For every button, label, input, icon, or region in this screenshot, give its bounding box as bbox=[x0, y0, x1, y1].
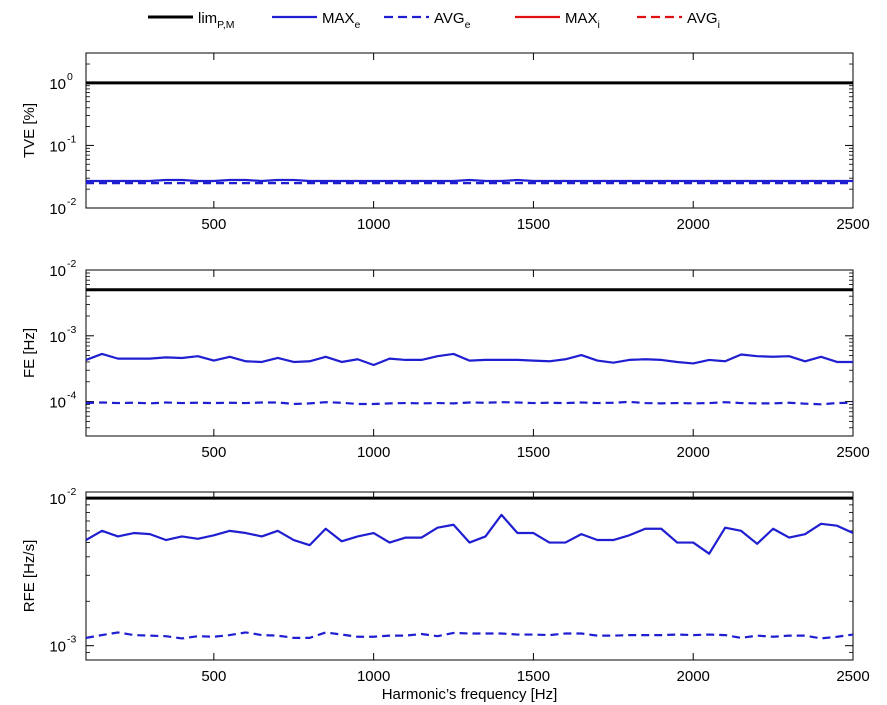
y-tick-label: 10 bbox=[49, 329, 66, 346]
legend-label-sub: e bbox=[355, 19, 361, 31]
y-tick-exponent: -4 bbox=[67, 390, 76, 402]
legend-label-base: AVG bbox=[687, 10, 718, 27]
legend-label-sub: P,M bbox=[217, 19, 234, 31]
y-tick-base: 10 bbox=[49, 329, 66, 346]
legend-label-base: lim bbox=[198, 10, 217, 27]
x-tick-label: 2500 bbox=[836, 216, 869, 233]
x-tick-label: 1500 bbox=[517, 444, 550, 461]
legend-label-base: MAX bbox=[322, 10, 355, 27]
x-tick-label: 500 bbox=[201, 444, 226, 461]
y-tick-base: 10 bbox=[49, 491, 66, 508]
legend-label-sub: e bbox=[465, 19, 471, 31]
legend-label-base: AVG bbox=[434, 10, 465, 27]
y-tick-label: 10 bbox=[49, 201, 66, 218]
y-tick-exponent: -1 bbox=[67, 133, 76, 145]
y-tick-label: 10 bbox=[49, 76, 66, 93]
legend-label: limP,M bbox=[198, 10, 235, 31]
series-group bbox=[86, 496, 853, 640]
x-tick-label: 1000 bbox=[357, 216, 390, 233]
y-tick-label: 10 bbox=[49, 395, 66, 412]
y-tick-exponent: -3 bbox=[67, 324, 76, 336]
legend-entry: MAXe bbox=[272, 10, 361, 31]
x-tick-label: 1000 bbox=[357, 668, 390, 685]
legend: limP,M MAXe AVGe MAXi AVGi bbox=[148, 10, 720, 31]
y-tick-exponent: -3 bbox=[67, 634, 76, 646]
x-tick-label: 1500 bbox=[517, 216, 550, 233]
y-tick-label: 10 bbox=[49, 263, 66, 280]
y-tick-label: 10 bbox=[49, 639, 66, 656]
legend-label: MAXe bbox=[322, 10, 361, 31]
legend-entry: AVGi bbox=[637, 10, 720, 31]
y-tick-base: 10 bbox=[49, 76, 66, 93]
y-axis-label: RFE [Hz/s] bbox=[21, 540, 38, 613]
legend-label: MAXi bbox=[565, 10, 600, 31]
y-tick-base: 10 bbox=[49, 639, 66, 656]
y-tick-exponent: -2 bbox=[67, 258, 76, 270]
y-axis-label: TVE [%] bbox=[21, 103, 38, 158]
plot-frame bbox=[85, 269, 854, 437]
series-group bbox=[86, 81, 853, 185]
legend-entry: AVGe bbox=[384, 10, 471, 31]
legend-entry: limP,M bbox=[148, 10, 235, 31]
series-line bbox=[86, 178, 853, 183]
y-tick-base: 10 bbox=[49, 138, 66, 155]
x-tick-label: 2500 bbox=[836, 444, 869, 461]
plot-frame bbox=[85, 491, 854, 661]
y-tick-base: 10 bbox=[49, 263, 66, 280]
legend-label-sub: i bbox=[718, 19, 720, 31]
x-axis-label: Harmonic’s frequency [Hz] bbox=[382, 686, 558, 703]
series-group bbox=[86, 288, 853, 406]
y-axis-label: FE [Hz] bbox=[21, 328, 38, 378]
legend-label-base: MAX bbox=[565, 10, 598, 27]
legend-label-sub: i bbox=[598, 19, 600, 31]
y-tick-label: 10 bbox=[49, 491, 66, 508]
legend-label: AVGe bbox=[434, 10, 471, 31]
y-tick-label: 10 bbox=[49, 138, 66, 155]
plot-frame bbox=[85, 52, 854, 209]
x-tick-label: 2000 bbox=[677, 216, 710, 233]
x-tick-label: 2500 bbox=[836, 668, 869, 685]
legend-entry: MAXi bbox=[515, 10, 600, 31]
series-line bbox=[86, 352, 853, 367]
x-tick-label: 2000 bbox=[677, 668, 710, 685]
y-tick-exponent: -2 bbox=[67, 196, 76, 208]
y-tick-base: 10 bbox=[49, 395, 66, 412]
x-tick-label: 1000 bbox=[357, 444, 390, 461]
x-tick-label: 500 bbox=[201, 668, 226, 685]
x-tick-label: 500 bbox=[201, 216, 226, 233]
y-tick-base: 10 bbox=[49, 201, 66, 218]
series-line bbox=[86, 631, 853, 640]
x-tick-label: 2000 bbox=[677, 444, 710, 461]
y-tick-exponent: -2 bbox=[67, 486, 76, 498]
series-line bbox=[86, 513, 853, 555]
legend-label: AVGi bbox=[687, 10, 720, 31]
x-tick-label: 1500 bbox=[517, 668, 550, 685]
y-tick-exponent: 0 bbox=[67, 71, 73, 83]
series-line bbox=[86, 400, 853, 406]
